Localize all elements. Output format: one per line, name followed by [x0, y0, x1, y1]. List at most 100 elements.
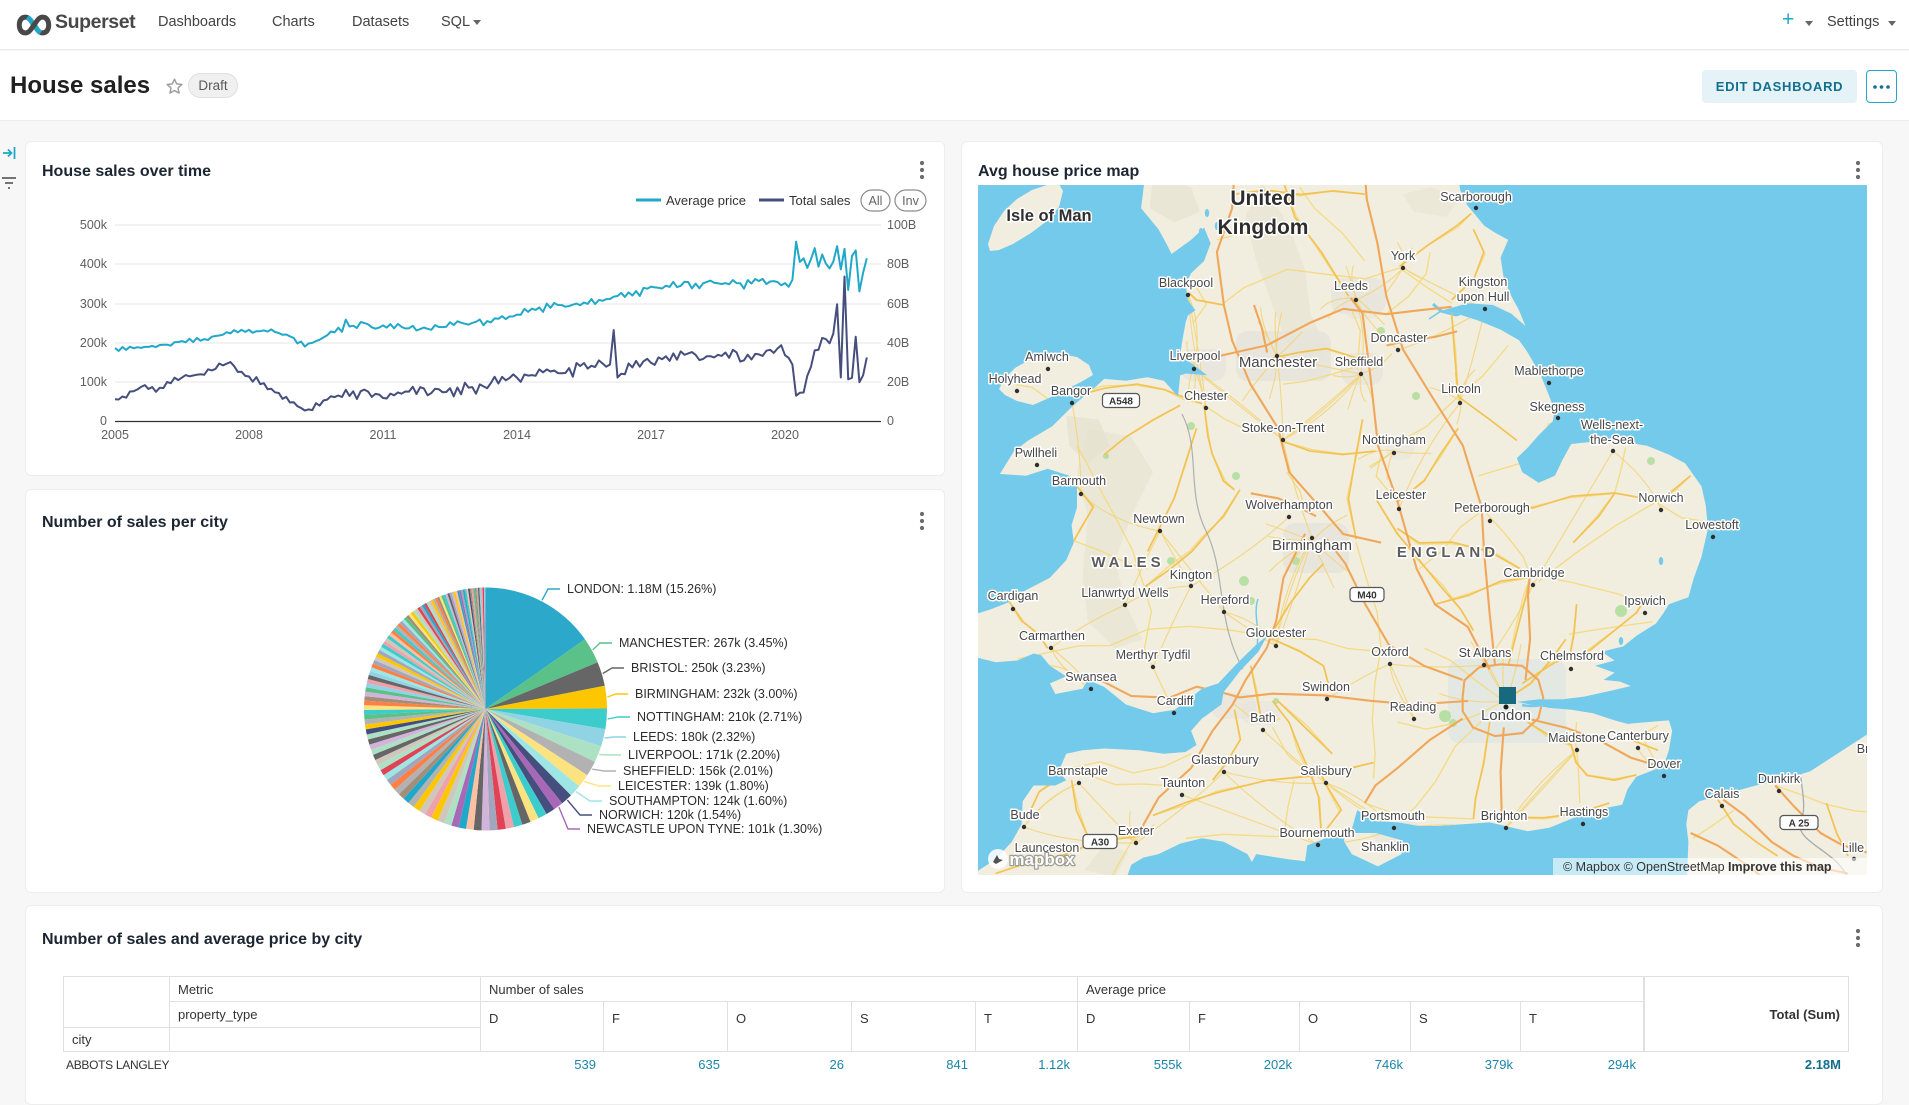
- svg-text:Blackpool: Blackpool: [1159, 276, 1213, 290]
- svg-text:80B: 80B: [887, 257, 909, 271]
- svg-text:Hereford: Hereford: [1201, 593, 1250, 607]
- svg-text:Peterborough: Peterborough: [1454, 501, 1530, 515]
- svg-text:WALES: WALES: [1091, 554, 1164, 571]
- svg-text:Total sales: Total sales: [789, 193, 851, 208]
- svg-text:House sales over time: House sales over time: [42, 163, 211, 180]
- svg-text:Barnstaple: Barnstaple: [1048, 764, 1108, 778]
- svg-text:A30: A30: [1091, 838, 1110, 849]
- svg-text:© Mapbox © OpenStreetMap Impro: © Mapbox © OpenStreetMap Improve this ma…: [1563, 860, 1832, 874]
- svg-text:2008: 2008: [235, 428, 263, 442]
- svg-text:Carmarthen: Carmarthen: [1019, 629, 1085, 643]
- svg-text:0: 0: [887, 414, 894, 428]
- svg-text:London: London: [1481, 707, 1531, 724]
- svg-text:Taunton: Taunton: [1161, 776, 1206, 790]
- svg-text:300k: 300k: [80, 297, 108, 311]
- svg-text:Wells-next-: Wells-next-: [1581, 418, 1643, 432]
- svg-text:A548: A548: [1109, 397, 1133, 408]
- svg-text:Mablethorpe: Mablethorpe: [1514, 364, 1584, 378]
- svg-text:ENGLAND: ENGLAND: [1397, 544, 1499, 561]
- svg-text:SOUTHAMPTON: 124k (1.60%): SOUTHAMPTON: 124k (1.60%): [609, 794, 787, 808]
- svg-text:Lincoln: Lincoln: [1441, 382, 1481, 396]
- svg-text:Salisbury: Salisbury: [1300, 764, 1352, 778]
- svg-text:Inv: Inv: [902, 194, 919, 208]
- svg-text:Lille: Lille: [1842, 841, 1864, 855]
- svg-text:Merthyr Tydfil: Merthyr Tydfil: [1116, 648, 1191, 662]
- svg-text:Amlwch: Amlwch: [1025, 350, 1069, 364]
- svg-text:Portsmouth: Portsmouth: [1361, 809, 1425, 823]
- svg-text:Number of sales per city: Number of sales per city: [42, 514, 228, 531]
- svg-text:Number of sales and average pr: Number of sales and average price by cit…: [42, 931, 362, 948]
- svg-text:Liverpool: Liverpool: [1170, 349, 1221, 363]
- svg-text:BIRMINGHAM: 232k (3.00%): BIRMINGHAM: 232k (3.00%): [635, 687, 798, 701]
- svg-text:Llanwrtyd Wells: Llanwrtyd Wells: [1081, 586, 1168, 600]
- svg-text:2020: 2020: [771, 428, 799, 442]
- svg-text:Bath: Bath: [1250, 711, 1276, 725]
- svg-text:Lowestoft: Lowestoft: [1685, 518, 1739, 532]
- svg-text:Launceston: Launceston: [1015, 841, 1080, 855]
- svg-text:Br: Br: [1857, 742, 1870, 756]
- svg-text:40B: 40B: [887, 336, 909, 350]
- svg-text:2017: 2017: [637, 428, 665, 442]
- svg-text:York: York: [1391, 249, 1416, 263]
- svg-text:200k: 200k: [80, 336, 108, 350]
- svg-text:Oxford: Oxford: [1371, 645, 1409, 659]
- svg-text:60B: 60B: [887, 297, 909, 311]
- svg-text:Average price: Average price: [666, 193, 746, 208]
- svg-text:Doncaster: Doncaster: [1371, 331, 1428, 345]
- svg-text:2011: 2011: [370, 428, 397, 442]
- svg-text:Bangor: Bangor: [1051, 384, 1091, 398]
- svg-text:Cardigan: Cardigan: [988, 589, 1039, 603]
- svg-text:LONDON: 1.18M (15.26%): LONDON: 1.18M (15.26%): [567, 582, 716, 596]
- svg-text:MANCHESTER: 267k (3.45%): MANCHESTER: 267k (3.45%): [619, 636, 788, 650]
- svg-text:Cambridge: Cambridge: [1503, 566, 1564, 580]
- svg-text:100B: 100B: [887, 218, 916, 232]
- svg-text:NEWCASTLE UPON TYNE: 101k (1.3: NEWCASTLE UPON TYNE: 101k (1.30%): [587, 822, 822, 836]
- svg-text:Pwllheli: Pwllheli: [1015, 446, 1057, 460]
- svg-text:All: All: [869, 194, 883, 208]
- svg-text:Bude: Bude: [1010, 808, 1039, 822]
- svg-text:Manchester: Manchester: [1239, 354, 1317, 371]
- svg-text:Dover: Dover: [1647, 757, 1680, 771]
- svg-text:Isle of Man: Isle of Man: [1006, 207, 1091, 225]
- svg-text:Kingston: Kingston: [1459, 275, 1508, 289]
- svg-text:Gloucester: Gloucester: [1246, 626, 1306, 640]
- svg-text:LIVERPOOL: 171k (2.20%): LIVERPOOL: 171k (2.20%): [628, 748, 780, 762]
- svg-text:Shanklin: Shanklin: [1361, 840, 1409, 854]
- svg-text:Glastonbury: Glastonbury: [1191, 753, 1259, 767]
- svg-text:Nottingham: Nottingham: [1362, 433, 1426, 447]
- svg-text:2005: 2005: [101, 428, 129, 442]
- svg-text:Birmingham: Birmingham: [1272, 537, 1352, 554]
- svg-text:20B: 20B: [887, 375, 909, 389]
- svg-text:100k: 100k: [80, 375, 108, 389]
- svg-text:Reading: Reading: [1390, 700, 1437, 714]
- svg-text:Barmouth: Barmouth: [1052, 474, 1106, 488]
- svg-text:LEICESTER: 139k (1.80%): LEICESTER: 139k (1.80%): [618, 779, 769, 793]
- svg-text:Dunkirk: Dunkirk: [1758, 772, 1801, 786]
- svg-text:Maidstone: Maidstone: [1548, 731, 1606, 745]
- svg-text:BRISTOL: 250k (3.23%): BRISTOL: 250k (3.23%): [631, 661, 766, 675]
- svg-text:Sheffield: Sheffield: [1335, 355, 1383, 369]
- svg-text:SHEFFIELD: 156k (2.01%): SHEFFIELD: 156k (2.01%): [623, 764, 773, 778]
- svg-text:Kington: Kington: [1170, 568, 1212, 582]
- svg-text:St Albans: St Albans: [1459, 646, 1512, 660]
- svg-text:Ipswich: Ipswich: [1624, 594, 1666, 608]
- svg-text:the-Sea: the-Sea: [1590, 433, 1634, 447]
- svg-text:Calais: Calais: [1705, 787, 1740, 801]
- svg-text:Scarborough: Scarborough: [1440, 190, 1512, 204]
- svg-text:NOTTINGHAM: 210k (2.71%): NOTTINGHAM: 210k (2.71%): [637, 710, 802, 724]
- svg-text:Swindon: Swindon: [1302, 680, 1350, 694]
- svg-text:Chester: Chester: [1184, 389, 1228, 403]
- svg-text:mapbox: mapbox: [1009, 850, 1075, 869]
- svg-text:Hastings: Hastings: [1560, 805, 1609, 819]
- svg-text:Holyhead: Holyhead: [989, 372, 1042, 386]
- svg-text:Wolverhampton: Wolverhampton: [1245, 498, 1332, 512]
- svg-text:Kingdom: Kingdom: [1218, 216, 1309, 239]
- svg-text:400k: 400k: [80, 257, 108, 271]
- svg-text:Stoke-on-Trent: Stoke-on-Trent: [1242, 421, 1325, 435]
- svg-text:Newtown: Newtown: [1133, 512, 1184, 526]
- svg-text:NORWICH: 120k (1.54%): NORWICH: 120k (1.54%): [599, 808, 741, 822]
- svg-text:Bournemouth: Bournemouth: [1279, 826, 1354, 840]
- svg-text:Brighton: Brighton: [1481, 809, 1528, 823]
- svg-text:Leeds: Leeds: [1334, 279, 1368, 293]
- svg-text:Norwich: Norwich: [1638, 491, 1683, 505]
